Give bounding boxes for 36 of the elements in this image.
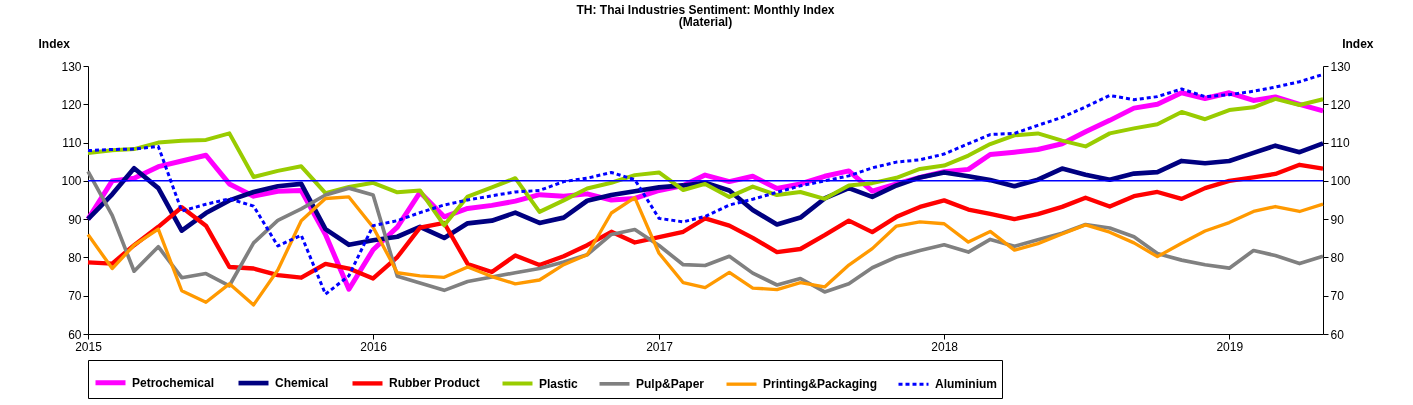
y-axis-title: Index (38, 36, 71, 51)
y2-tick-label: 80 (1330, 250, 1345, 265)
legend-label: Plastic (539, 376, 579, 391)
x-tick-label: 2017 (646, 339, 674, 354)
line-series (86, 195, 1325, 307)
legend-label: Petrochemical (132, 375, 215, 390)
line-series (85, 162, 1326, 281)
chart-title: TH: Thai Industries Sentiment: Monthly Index (576, 3, 835, 17)
chart-subtitle: (Material) (678, 15, 733, 29)
x-tick-label: 2018 (931, 339, 959, 354)
line-series (85, 141, 1326, 248)
y-tick-label: 90 (68, 212, 82, 227)
x-tick-label: 2015 (75, 339, 103, 354)
y2-axis-title: Index (1342, 36, 1374, 51)
x-tick-label: 2019 (1216, 339, 1244, 354)
y-tick-label: 120 (61, 97, 82, 112)
y-tick-label: 80 (68, 250, 82, 265)
y-tick-label: 100 (61, 174, 82, 189)
legend-label: Chemical (275, 376, 329, 391)
y2-tick-label: 60 (1330, 327, 1345, 342)
y2-tick-label: 130 (1330, 59, 1351, 74)
y2-tick-label: 110 (1330, 136, 1350, 151)
legend-label: Printing&Packaging (763, 377, 878, 392)
y-tick-label: 110 (62, 136, 82, 151)
y2-tick-label: 120 (1330, 97, 1351, 112)
y2-tick-label: 90 (1330, 212, 1345, 227)
legend-label: Aluminium (935, 377, 997, 392)
line-series (86, 96, 1325, 228)
legend-label: Pulp&Paper (636, 376, 705, 391)
y2-tick-label: 100 (1330, 174, 1351, 189)
y2-tick-label: 70 (1330, 289, 1345, 304)
legend-label: Rubber Product (389, 376, 480, 391)
y-tick-label: 130 (61, 59, 82, 74)
y-tick-label: 60 (68, 327, 82, 342)
y-tick-label: 70 (68, 289, 82, 304)
x-tick-label: 2016 (360, 339, 388, 354)
